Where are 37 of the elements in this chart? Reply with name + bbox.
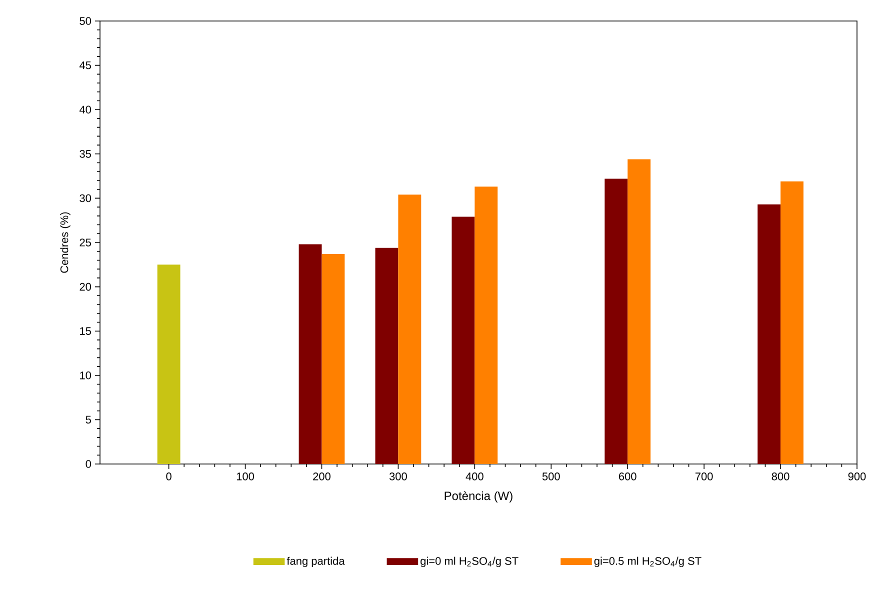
x-tick-label: 500	[542, 472, 560, 480]
bar	[398, 194, 422, 464]
y-tick-label: 15	[80, 327, 91, 335]
legend-label: gi=0 ml H$_{2}$SO$_{4}$/g ST	[420, 556, 518, 568]
y-tick-label: 0	[86, 460, 92, 468]
y-tick-label: 40	[79, 106, 92, 114]
bar	[452, 216, 475, 464]
bar	[780, 181, 804, 464]
x-tick-label: 700	[695, 472, 713, 480]
y-tick-label: 5	[86, 416, 91, 424]
legend-label: fang partida	[286, 556, 345, 568]
y-tick-label: 45	[79, 61, 91, 70]
bar	[375, 248, 398, 464]
x-tick-label: 600	[618, 472, 636, 480]
x-axis-title: Potència (W)	[444, 491, 512, 502]
bar	[628, 159, 651, 464]
y-tick-label: 30	[80, 194, 92, 202]
bar	[604, 178, 628, 464]
bar	[298, 244, 322, 464]
y-tick-label: 20	[80, 282, 92, 291]
x-tick-label: 0	[166, 472, 172, 480]
x-tick-label: 200	[313, 472, 330, 480]
y-axis-title: Cendres (%)	[60, 212, 70, 273]
bar	[322, 254, 345, 464]
bar	[157, 264, 180, 464]
bar	[474, 186, 498, 464]
bar	[758, 204, 781, 464]
y-tick-label: 35	[80, 150, 91, 158]
y-tick-label: 50	[80, 17, 92, 25]
x-tick-label: 800	[772, 472, 790, 480]
y-tick-label: 10	[80, 372, 92, 380]
legend-label: gi=0.5 ml H$_{2}$SO$_{4}$/g ST	[594, 556, 702, 568]
x-tick-label: 100	[236, 472, 254, 480]
y-tick-label: 25	[80, 238, 91, 246]
x-tick-label: 300	[389, 472, 407, 480]
x-tick-label: 400	[466, 472, 484, 480]
x-tick-label: 900	[848, 472, 866, 480]
